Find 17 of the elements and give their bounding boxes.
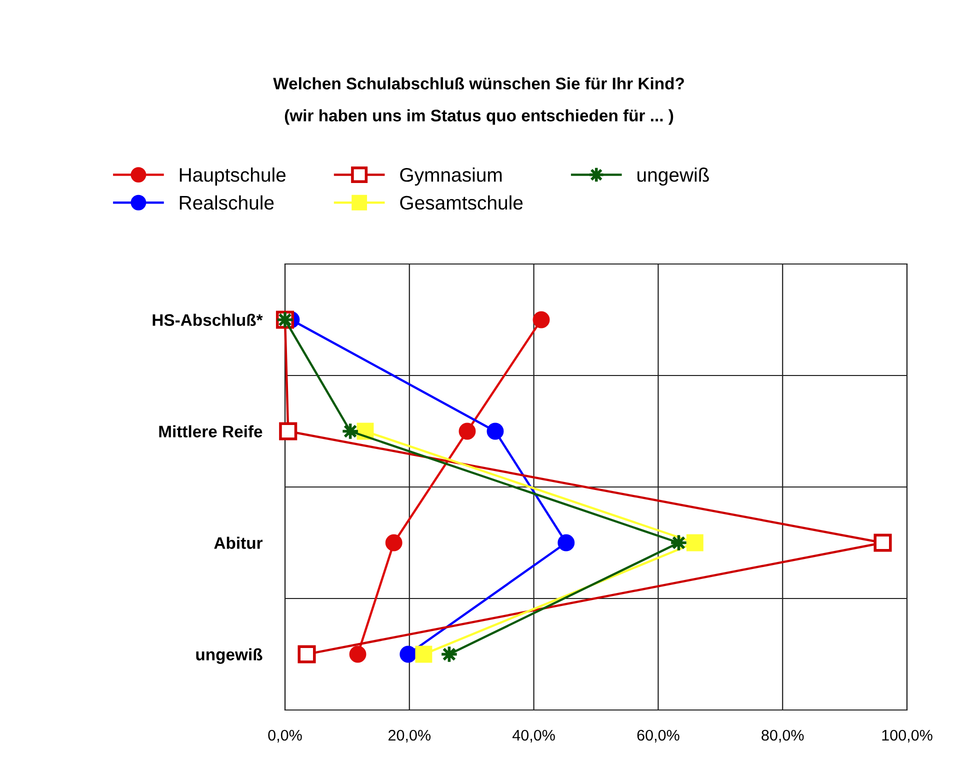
legend-label: Gesamtschule <box>400 195 523 210</box>
legend-label: Realschule <box>180 195 274 210</box>
legend-label: Hauptschule <box>180 168 286 186</box>
x-tick-label: 0,0% <box>268 730 302 742</box>
chart-subtitle: (wir haben uns im Status quo entschieden für ... ) <box>284 109 674 125</box>
y-tick-label: ungewiß <box>196 648 262 664</box>
legend-label: ungewiß <box>638 168 709 186</box>
y-tick-label: Abitur <box>214 536 263 549</box>
y-tick-label: Mittlere Reife <box>159 425 262 438</box>
x-tick-label: 60,0% <box>637 730 680 742</box>
x-tick-label: 100,0% <box>882 730 932 742</box>
x-tick-label: 40,0% <box>512 730 555 742</box>
legend-label: Gymnasium <box>400 168 502 186</box>
x-tick-label: 20,0% <box>388 730 431 742</box>
y-tick-label: HS-Abschluß* <box>152 314 263 326</box>
chart-title: Welchen Schulabschluß wünschen Sie für Ihr Kind? <box>273 77 684 90</box>
x-tick-label: 80,0% <box>762 730 804 742</box>
